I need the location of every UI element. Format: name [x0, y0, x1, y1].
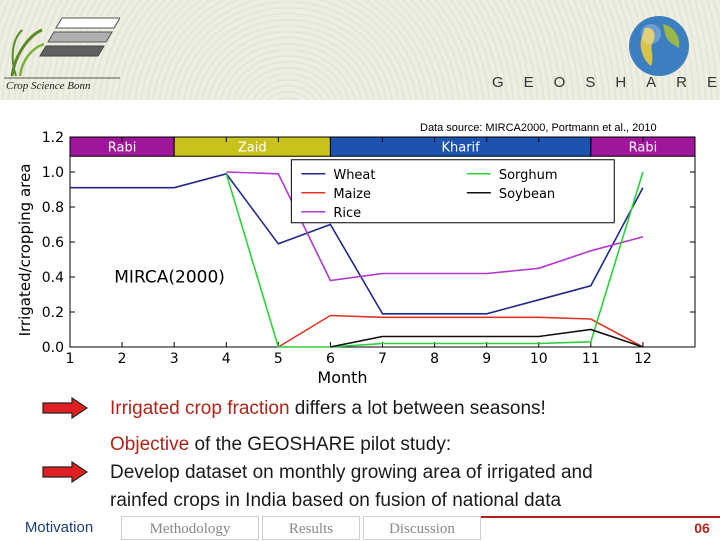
- legend-label: Sorghum: [499, 168, 558, 183]
- logo-text: Crop Science Bonn: [6, 80, 91, 92]
- legend-label: Maize: [333, 187, 371, 202]
- series-line-wheat: [70, 172, 644, 315]
- geoshare-brand: GEOSHARE: [492, 74, 720, 91]
- season-label: Rabi: [108, 141, 137, 156]
- y-tick-label: 1.2: [42, 130, 64, 146]
- legend-label: Wheat: [333, 168, 375, 183]
- x-tick-label: 2: [118, 351, 127, 367]
- x-tick-label: 4: [222, 351, 231, 367]
- nav-discussion[interactable]: Discussion: [363, 516, 481, 540]
- x-tick-label: 8: [430, 351, 439, 367]
- x-axis-label: Month: [317, 368, 367, 387]
- season-label: Rabi: [629, 141, 658, 156]
- legend-box: [290, 159, 615, 224]
- bullet-objective-line3: rainfed crops in India based on fusion o…: [110, 490, 562, 511]
- season-label: Zaid: [238, 141, 267, 156]
- nav-results[interactable]: Results: [262, 516, 360, 540]
- x-tick-label: 5: [274, 351, 283, 367]
- x-tick-label: 1: [66, 351, 75, 367]
- bullet-objective-line2: Develop dataset on monthly growing area …: [110, 462, 593, 483]
- data-source-note: Data source: MIRCA2000, Portmann et al.,…: [420, 122, 657, 134]
- bullet-objective: Objective of the GEOSHARE pilot study:: [110, 432, 451, 458]
- y-tick-label: 1.0: [42, 165, 64, 181]
- nav-motivation[interactable]: Motivation: [24, 519, 94, 536]
- footer-nav: [0, 516, 720, 540]
- x-tick-label: 7: [378, 351, 387, 367]
- header-banner: [0, 0, 720, 100]
- bullet-highlight: Objective: [110, 434, 190, 455]
- nav-methodology[interactable]: Methodology: [121, 516, 259, 540]
- footer-accent-line: [481, 516, 720, 518]
- y-tick-label: 0.6: [42, 235, 64, 251]
- x-tick-label: 12: [634, 351, 652, 367]
- legend-label: Soybean: [499, 187, 555, 202]
- x-tick-label: 6: [326, 351, 335, 367]
- y-axis-label: Irrigated/cropping area: [16, 164, 34, 337]
- bullet-text: of the GEOSHARE pilot study:: [189, 434, 452, 455]
- legend-label: Rice: [333, 206, 361, 221]
- bullet-text: differs a lot between seasons!: [289, 398, 546, 419]
- series-line-maize: [277, 314, 644, 348]
- x-tick-label: 9: [482, 351, 491, 367]
- y-tick-label: 0.8: [42, 200, 64, 216]
- x-tick-label: 3: [170, 351, 179, 367]
- series-line-sorghum: [225, 171, 644, 348]
- bullet-highlight: Irrigated crop fraction: [110, 398, 290, 419]
- globe-icon: [629, 16, 689, 76]
- x-tick-label: 11: [582, 351, 600, 367]
- bullet-season-fraction: Irrigated crop fraction differs a lot be…: [110, 396, 546, 422]
- season-label: Kharif: [441, 141, 480, 156]
- y-tick-label: 0.0: [42, 340, 64, 356]
- y-tick-label: 0.4: [42, 270, 64, 286]
- y-tick-label: 0.2: [42, 305, 64, 321]
- red-arrow-icon: [42, 461, 88, 483]
- chart-annotation: MIRCA(2000): [114, 267, 225, 287]
- crop-science-logo: [4, 17, 120, 79]
- x-tick-label: 10: [530, 351, 548, 367]
- red-arrow-icon: [42, 397, 88, 419]
- page-number: 06: [694, 520, 710, 536]
- series-line-soybean: [330, 328, 644, 348]
